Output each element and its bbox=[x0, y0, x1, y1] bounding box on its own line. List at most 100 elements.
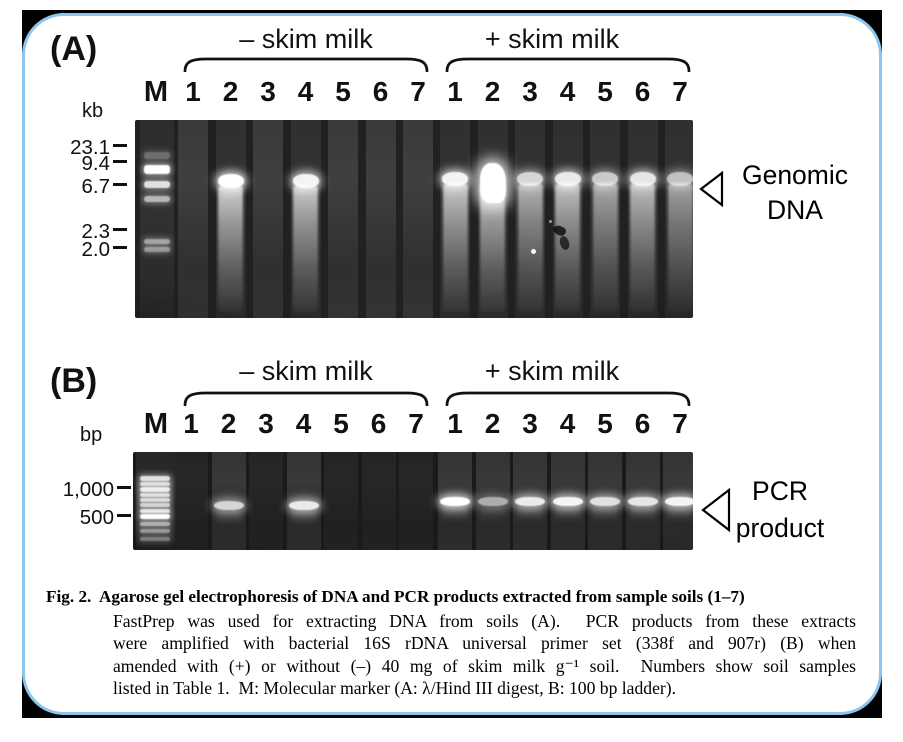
marker-band bbox=[144, 239, 170, 245]
gel-lane bbox=[361, 452, 396, 550]
size-marker-label: 2.3 bbox=[81, 220, 111, 243]
lane-number: 2 bbox=[222, 76, 239, 107]
lane-number: 5 bbox=[333, 408, 349, 439]
caption-line: amended with (+) or without (–) 40 mg of… bbox=[113, 655, 856, 676]
gel-artifact bbox=[551, 223, 568, 238]
marker-band bbox=[140, 475, 170, 481]
size-marker-tick bbox=[113, 228, 127, 231]
group-header-plus-skim-milk-a: + skim milk bbox=[484, 24, 620, 54]
gel-lane bbox=[665, 120, 693, 318]
gel-lane bbox=[625, 452, 660, 550]
marker-band bbox=[140, 508, 170, 513]
lane-number: 3 bbox=[260, 76, 276, 107]
gel-image-b bbox=[133, 452, 693, 550]
lane-number: 1 bbox=[447, 408, 463, 439]
marker-band bbox=[140, 537, 170, 542]
arrow-label-line: PCR bbox=[752, 476, 808, 506]
dna-smear bbox=[218, 185, 243, 313]
dna-smear bbox=[517, 183, 543, 313]
gel-lane bbox=[253, 120, 283, 318]
lane-number: 6 bbox=[634, 76, 651, 107]
genomic-dna-label: Genomic DNA bbox=[724, 158, 866, 228]
band-fade bbox=[629, 505, 656, 522]
band-fade bbox=[667, 505, 693, 522]
marker-band bbox=[140, 492, 170, 497]
gel-lane bbox=[290, 120, 321, 318]
panel-b-label: (B) bbox=[50, 362, 98, 400]
lane-number: 4 bbox=[559, 76, 576, 107]
gel-lane bbox=[438, 452, 472, 550]
lane-number: 2 bbox=[484, 408, 501, 439]
lane-number: 5 bbox=[597, 408, 613, 439]
band-fade bbox=[517, 505, 543, 522]
size-marker-label: 2.0 bbox=[81, 238, 111, 261]
genomic-dna-band bbox=[667, 172, 693, 187]
gel-artifact bbox=[558, 234, 571, 252]
size-marker-label: 9.4 bbox=[81, 152, 111, 175]
gel-lane bbox=[178, 120, 208, 318]
caption-line: listed in Table 1. M: Molecular marker (… bbox=[113, 678, 677, 699]
lane-group-brace bbox=[445, 391, 691, 406]
lane-number: 7 bbox=[672, 76, 688, 107]
size-marker-tick bbox=[113, 183, 127, 186]
lane-number: 4 bbox=[559, 408, 576, 439]
marker-band bbox=[140, 481, 170, 486]
caption-body: FastPrep was used for extracting DNA fro… bbox=[113, 610, 856, 700]
unit-label-kb: kb bbox=[82, 100, 104, 122]
lane-number: 4 bbox=[295, 408, 312, 439]
pcr-product-band bbox=[440, 496, 470, 506]
genomic-dna-band bbox=[217, 174, 244, 189]
lane-number: 7 bbox=[672, 408, 688, 439]
size-marker-label: 23.1 bbox=[70, 136, 110, 159]
dna-smear bbox=[592, 183, 618, 313]
band-fade bbox=[554, 505, 581, 522]
pcr-product-band bbox=[477, 496, 508, 506]
band-fade bbox=[479, 505, 506, 522]
marker-lane-label-b: M bbox=[143, 408, 169, 440]
gel-lane bbox=[552, 120, 583, 318]
pcr-product-label: PCR product bbox=[714, 473, 846, 547]
genomic-dna-band bbox=[517, 172, 543, 187]
marker-band bbox=[144, 180, 170, 188]
gel-lane bbox=[174, 452, 208, 550]
marker-band bbox=[140, 503, 170, 508]
gel-lane bbox=[399, 452, 433, 550]
pcr-product-band bbox=[213, 500, 244, 510]
band-fade bbox=[442, 505, 468, 522]
marker-band bbox=[140, 521, 170, 526]
arrow-label-line: product bbox=[735, 513, 825, 543]
gel-lane bbox=[627, 120, 658, 318]
size-marker-tick bbox=[113, 144, 127, 147]
gel-speck bbox=[531, 249, 536, 254]
lane-number: 4 bbox=[297, 76, 314, 107]
lane-number: 2 bbox=[220, 408, 237, 439]
genomic-dna-band bbox=[592, 172, 618, 187]
band-fade bbox=[592, 505, 618, 522]
dna-smear bbox=[555, 183, 580, 313]
gel-lane bbox=[588, 452, 622, 550]
unit-label-bp: bp bbox=[80, 424, 103, 446]
gel-lane bbox=[403, 120, 433, 318]
marker-band bbox=[144, 247, 170, 253]
marker-band bbox=[140, 498, 170, 503]
pcr-product-arrow-icon bbox=[701, 487, 731, 533]
arrow-label-line: DNA bbox=[767, 195, 823, 225]
gel-speck bbox=[549, 220, 552, 223]
marker-lane bbox=[140, 120, 174, 318]
caption-line: FastPrep was used for extracting DNA fro… bbox=[113, 611, 856, 631]
gel-lane bbox=[328, 120, 358, 318]
size-marker-tick bbox=[117, 514, 131, 517]
size-marker-tick bbox=[117, 486, 131, 489]
gel-lane bbox=[215, 120, 246, 318]
pcr-product-band bbox=[552, 496, 583, 506]
gel-lane bbox=[590, 120, 620, 318]
caption-line: were amplified with bacterial 16S rDNA u… bbox=[113, 633, 856, 654]
gel-lane bbox=[550, 452, 585, 550]
pcr-product-band bbox=[627, 496, 658, 506]
gel-lane bbox=[475, 452, 510, 550]
genomic-dna-band bbox=[292, 174, 319, 189]
genomic-dna-arrow-icon bbox=[699, 170, 724, 208]
lane-group-brace bbox=[183, 391, 429, 406]
gel-lane bbox=[365, 120, 396, 318]
